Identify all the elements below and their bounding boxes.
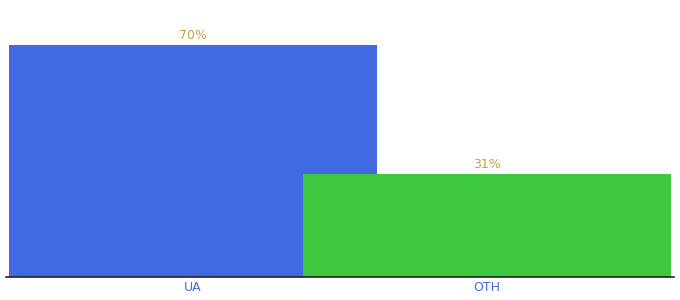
Text: 70%: 70% bbox=[179, 29, 207, 42]
Bar bbox=[303, 174, 671, 277]
Bar bbox=[9, 45, 377, 277]
Text: 31%: 31% bbox=[473, 158, 501, 171]
